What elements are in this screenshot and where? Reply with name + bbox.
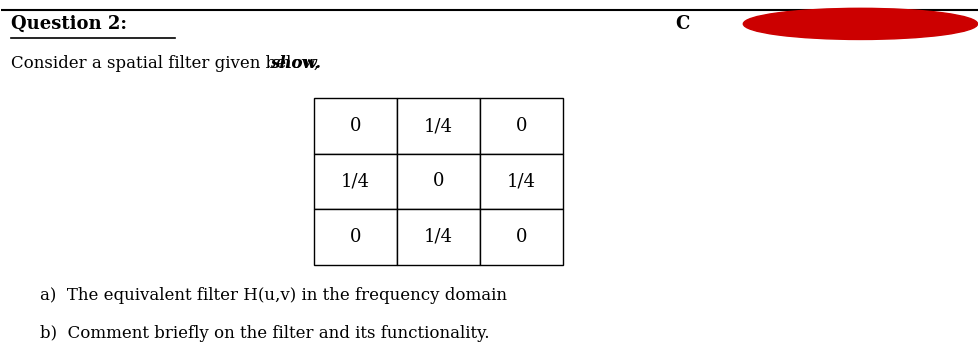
Text: b)  Comment briefly on the filter and its functionality.: b) Comment briefly on the filter and its… [40, 325, 489, 342]
Text: Question 2:: Question 2: [11, 15, 127, 33]
Bar [314, 98, 396, 154]
Bar [396, 154, 479, 209]
Text: 0: 0 [349, 117, 361, 135]
Text: 0: 0 [349, 228, 361, 246]
Ellipse shape [742, 8, 977, 39]
Text: 0: 0 [515, 117, 526, 135]
Text: 1/4: 1/4 [340, 172, 370, 191]
Text: C: C [674, 15, 689, 33]
Text: show.: show. [270, 55, 321, 72]
Bar [479, 98, 562, 154]
Text: 0: 0 [515, 228, 526, 246]
Text: 0: 0 [432, 172, 444, 191]
Bar [396, 209, 479, 265]
Bar [479, 154, 562, 209]
Bar [396, 98, 479, 154]
Text: 1/4: 1/4 [423, 117, 452, 135]
Text: a)  The equivalent filter H(u,v) in the frequency domain: a) The equivalent filter H(u,v) in the f… [40, 287, 507, 304]
Bar [314, 209, 396, 265]
Text: 1/4: 1/4 [507, 172, 535, 191]
Text: 1/4: 1/4 [423, 228, 452, 246]
Text: Consider a spatial filter given below,: Consider a spatial filter given below, [11, 55, 324, 72]
Bar [479, 209, 562, 265]
Bar [314, 154, 396, 209]
